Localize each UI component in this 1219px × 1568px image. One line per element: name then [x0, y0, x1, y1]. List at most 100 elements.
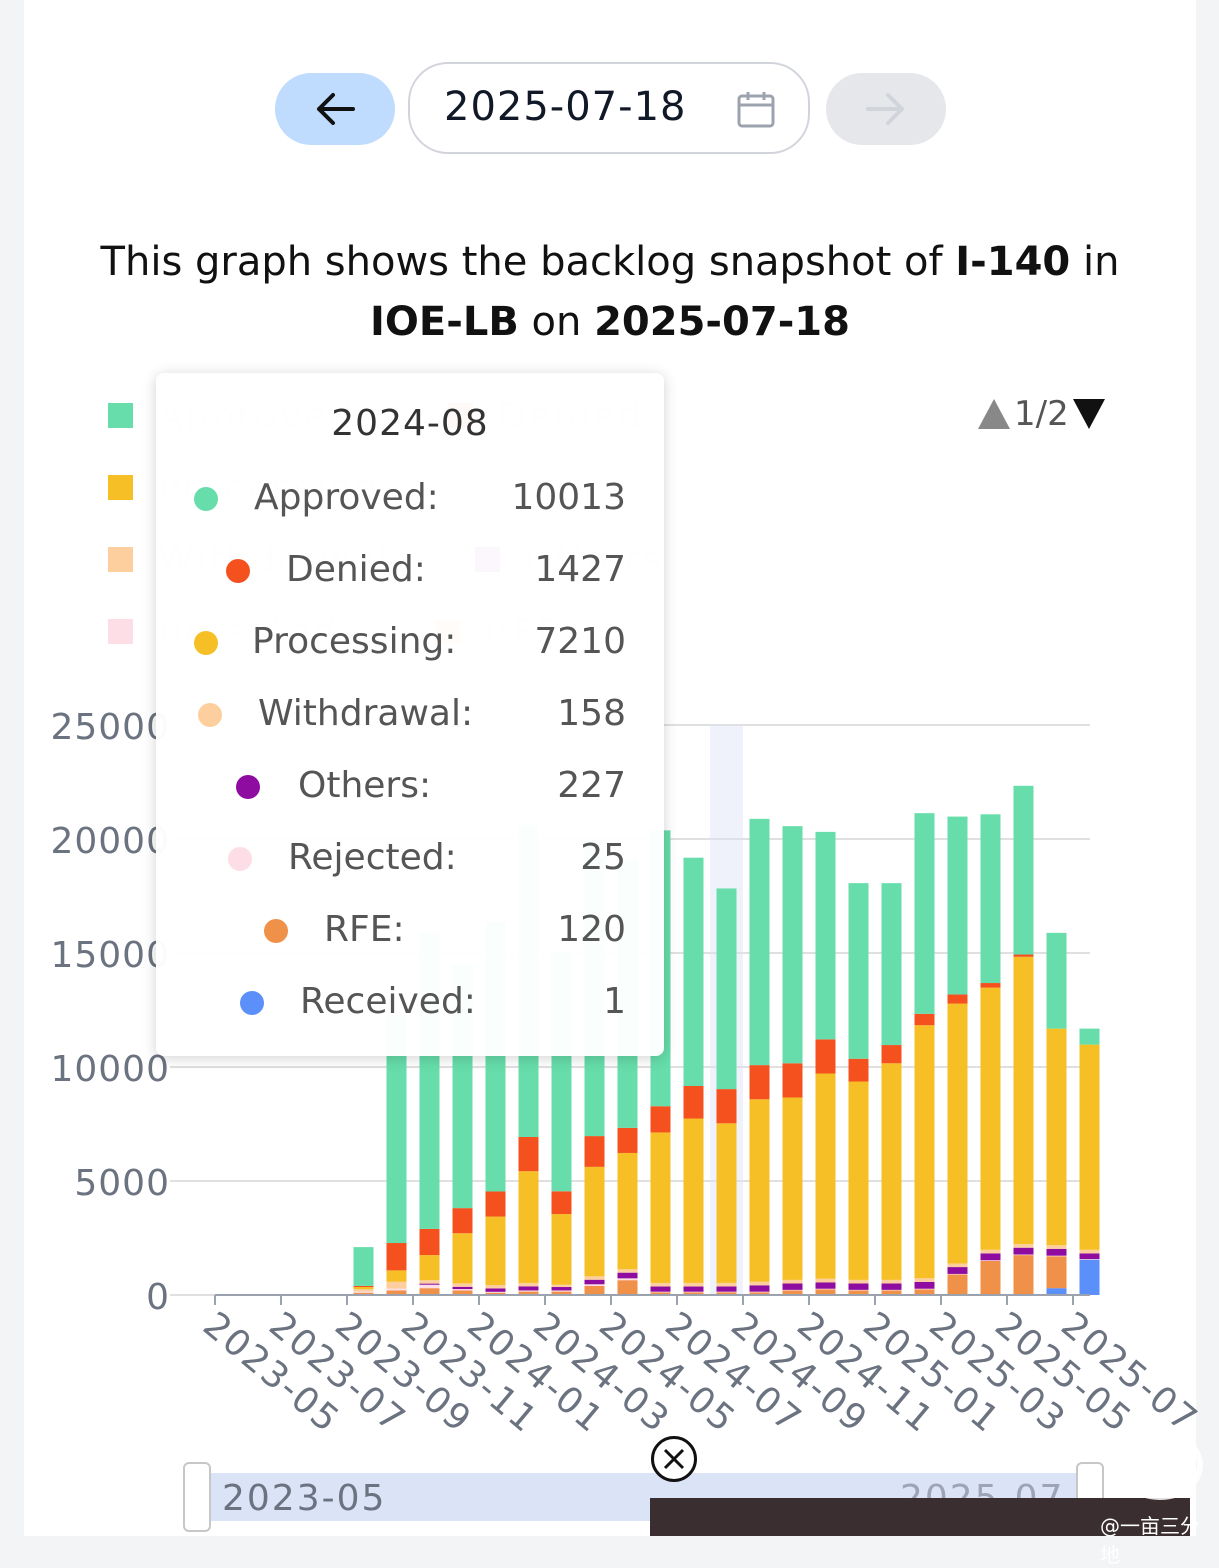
- bar-segment-withdrawal[interactable]: [848, 1279, 869, 1284]
- legend-swatch[interactable]: [108, 403, 133, 428]
- bar-segment-rejected[interactable]: [650, 1291, 671, 1293]
- bar-segment-rfe[interactable]: [980, 1260, 1001, 1295]
- bar-segment-processing[interactable]: [1079, 1044, 1100, 1250]
- bar-segment-others[interactable]: [947, 1267, 968, 1274]
- bar-segment-rfe[interactable]: [749, 1292, 770, 1295]
- bar-segment-others[interactable]: [980, 1253, 1001, 1261]
- previous-date-button[interactable]: [275, 73, 395, 145]
- bar-segment-others[interactable]: [1013, 1247, 1034, 1255]
- bar-segment-rejected[interactable]: [617, 1278, 638, 1281]
- bar-segment-others[interactable]: [815, 1282, 836, 1289]
- bar-segment-denied[interactable]: [749, 1065, 770, 1100]
- video-overlay[interactable]: [650, 1498, 1190, 1536]
- bar-segment-rejected[interactable]: [782, 1289, 803, 1291]
- bar-segment-rfe[interactable]: [452, 1290, 473, 1295]
- bar-segment-approved[interactable]: [914, 813, 935, 1014]
- bar-segment-rejected[interactable]: [1079, 1259, 1100, 1260]
- bar-segment-rejected[interactable]: [584, 1284, 605, 1286]
- bar-segment-withdrawal[interactable]: [947, 1263, 968, 1268]
- bar-segment-approved[interactable]: [716, 888, 737, 1090]
- bar-segment-withdrawal[interactable]: [1079, 1249, 1100, 1254]
- bar-segment-approved[interactable]: [683, 857, 704, 1086]
- bar-segment-approved[interactable]: [749, 818, 770, 1066]
- bar-segment-rejected[interactable]: [749, 1291, 770, 1293]
- bar-segment-others[interactable]: [551, 1287, 572, 1291]
- bar-segment-processing[interactable]: [650, 1132, 671, 1283]
- legend-swatch[interactable]: [108, 547, 133, 572]
- bar-segment-others[interactable]: [749, 1285, 770, 1292]
- bar-segment-rejected[interactable]: [881, 1289, 902, 1291]
- bar-segment-processing[interactable]: [419, 1255, 440, 1281]
- bar-segment-approved[interactable]: [353, 1247, 374, 1286]
- bar-segment-denied[interactable]: [386, 1243, 407, 1271]
- bar-segment-rfe[interactable]: [947, 1274, 968, 1295]
- bar-segment-denied[interactable]: [617, 1127, 638, 1153]
- bar-segment-others[interactable]: [848, 1283, 869, 1290]
- bar-segment-rfe[interactable]: [815, 1289, 836, 1295]
- bar-segment-rejected[interactable]: [419, 1284, 440, 1289]
- bar-segment-rfe[interactable]: [782, 1290, 803, 1295]
- bar-segment-withdrawal[interactable]: [1046, 1245, 1067, 1249]
- bar-segment-approved[interactable]: [1013, 785, 1034, 955]
- bar-segment-processing[interactable]: [914, 1025, 935, 1279]
- bar-segment-rfe[interactable]: [551, 1291, 572, 1295]
- bar-segment-rejected[interactable]: [716, 1291, 737, 1293]
- bar-segment-rejected[interactable]: [980, 1260, 1001, 1261]
- bar-segment-rejected[interactable]: [452, 1289, 473, 1291]
- bar-segment-others[interactable]: [716, 1286, 737, 1292]
- bar-segment-denied[interactable]: [452, 1208, 473, 1234]
- bar-segment-received[interactable]: [1079, 1259, 1100, 1295]
- next-date-button[interactable]: [826, 73, 946, 145]
- bar-segment-denied[interactable]: [353, 1285, 374, 1288]
- bar-segment-others[interactable]: [1079, 1253, 1100, 1260]
- bar-segment-denied[interactable]: [980, 983, 1001, 988]
- slider-start-handle[interactable]: [183, 1462, 211, 1532]
- bar-segment-rejected[interactable]: [353, 1291, 374, 1293]
- bar-segment-rfe[interactable]: [1046, 1256, 1067, 1289]
- bar-segment-withdrawal[interactable]: [518, 1282, 539, 1287]
- bar-segment-rfe[interactable]: [881, 1290, 902, 1295]
- bar-segment-rejected[interactable]: [848, 1289, 869, 1291]
- bar-segment-denied[interactable]: [551, 1191, 572, 1215]
- bar-segment-approved[interactable]: [1046, 932, 1067, 1029]
- bar-segment-withdrawal[interactable]: [980, 1249, 1001, 1254]
- bar-segment-others[interactable]: [485, 1288, 506, 1292]
- bar-segment-denied[interactable]: [815, 1039, 836, 1074]
- bar-segment-processing[interactable]: [584, 1166, 605, 1277]
- bar-segment-received[interactable]: [1046, 1288, 1067, 1295]
- bar-segment-processing[interactable]: [815, 1073, 836, 1279]
- bar-segment-denied[interactable]: [485, 1191, 506, 1217]
- bar-segment-withdrawal[interactable]: [1013, 1244, 1034, 1248]
- bar-segment-processing[interactable]: [947, 1003, 968, 1264]
- bar-segment-withdrawal[interactable]: [881, 1279, 902, 1284]
- bar-segment-rejected[interactable]: [683, 1291, 704, 1293]
- bar-segment-approved[interactable]: [848, 883, 869, 1059]
- bar-segment-processing[interactable]: [980, 987, 1001, 1250]
- bar-segment-processing[interactable]: [749, 1099, 770, 1282]
- bar-segment-denied[interactable]: [716, 1089, 737, 1124]
- bar-segment-rejected[interactable]: [815, 1288, 836, 1290]
- bar-segment-approved[interactable]: [782, 826, 803, 1064]
- bar-segment-rfe[interactable]: [419, 1288, 440, 1295]
- bar-segment-processing[interactable]: [782, 1097, 803, 1280]
- bar-segment-others[interactable]: [518, 1286, 539, 1291]
- legend-swatch[interactable]: [108, 475, 133, 500]
- bar-segment-rejected[interactable]: [386, 1288, 407, 1291]
- bar-segment-withdrawal[interactable]: [914, 1278, 935, 1282]
- bar-segment-others[interactable]: [617, 1272, 638, 1279]
- bar-segment-processing[interactable]: [1013, 956, 1034, 1245]
- bar-segment-denied[interactable]: [848, 1058, 869, 1082]
- bar-segment-approved[interactable]: [947, 816, 968, 995]
- legend-swatch[interactable]: [108, 619, 133, 644]
- bar-segment-rfe[interactable]: [848, 1290, 869, 1295]
- close-overlay-button[interactable]: [651, 1436, 697, 1482]
- bar-segment-processing[interactable]: [386, 1270, 407, 1282]
- bar-segment-withdrawal[interactable]: [551, 1284, 572, 1288]
- bar-segment-withdrawal[interactable]: [650, 1282, 671, 1287]
- bar-segment-denied[interactable]: [683, 1085, 704, 1119]
- bar-segment-processing[interactable]: [551, 1214, 572, 1285]
- bar-segment-rejected[interactable]: [1013, 1254, 1034, 1256]
- bar-segment-processing[interactable]: [683, 1118, 704, 1283]
- page-up-icon[interactable]: [976, 397, 1012, 431]
- bar-segment-others[interactable]: [650, 1286, 671, 1292]
